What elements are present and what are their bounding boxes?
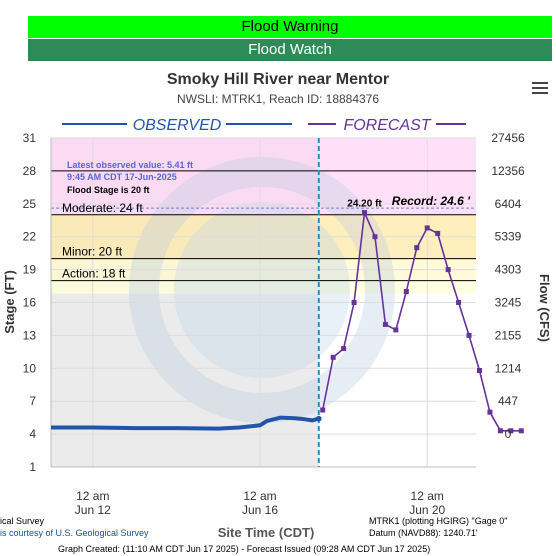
- action-flood-band: [51, 280, 476, 294]
- legend-forecast: FORECAST: [343, 117, 431, 134]
- latest-observed-value: Latest observed value: 5.41 ft: [67, 160, 193, 170]
- forecast-point: [518, 428, 524, 434]
- flow-tick-label: 12356: [491, 164, 525, 178]
- x-tick-label: Jun 12: [75, 503, 111, 517]
- crest-label: 24.20 ft: [347, 199, 382, 210]
- x-tick-label: Jun 16: [242, 503, 278, 517]
- forecast-point: [508, 428, 514, 434]
- forecast-point: [456, 300, 462, 305]
- y-tick-label: 16: [23, 296, 37, 310]
- forecast-point: [330, 354, 336, 360]
- watermark-disc: [174, 202, 350, 378]
- category-label-moderate: Moderate: 24 ft: [62, 201, 143, 215]
- forecast-point: [487, 409, 493, 415]
- y-tick-label: 7: [29, 394, 36, 408]
- major-flood-band: [51, 138, 476, 215]
- observed-latest-point: [316, 415, 322, 422]
- forecast-point: [341, 346, 347, 352]
- y-tick-label: 4: [29, 427, 36, 441]
- latest-observed-time: 9:45 AM CDT 17-Jun-2025: [67, 172, 177, 182]
- flow-tick-label: 3245: [495, 296, 522, 310]
- y-tick-label: 31: [23, 131, 37, 145]
- chart-subtitle: NWSLI: MTRK1, Reach ID: 18884376: [176, 92, 380, 106]
- footer-graph-created: Graph Created: (11:10 AM CDT Jun 17 2025…: [58, 544, 431, 554]
- forecast-series-line: [321, 211, 522, 432]
- forecast-point: [445, 267, 451, 273]
- forecast-point: [351, 300, 357, 305]
- watermark-ring: [129, 157, 395, 423]
- forecast-point: [382, 321, 388, 327]
- flood-stage-note: Flood Stage is 20 ft: [67, 185, 150, 195]
- y-tick-label: 19: [23, 263, 37, 277]
- footer-gage-datum: MTRK1 (plotting HGIRG) "Gage 0": [369, 516, 508, 526]
- flood-warning-banner: Flood Warning: [28, 16, 552, 38]
- forecast-point: [403, 289, 409, 295]
- forecast-point: [393, 327, 399, 333]
- noaa-watermark: [129, 157, 395, 423]
- forecast-point: [362, 210, 368, 216]
- hamburger-menu-icon[interactable]: [532, 82, 548, 94]
- x-axis-label: Site Time (CDT): [218, 525, 315, 540]
- y-tick-label: 1: [29, 460, 36, 474]
- right-axis-label: Flow (CFS): [537, 274, 552, 342]
- forecast-point: [424, 225, 430, 231]
- forecast-point: [372, 234, 378, 240]
- y-tick-label: 10: [23, 361, 37, 375]
- x-tick-label: 12 am: [76, 489, 109, 503]
- flow-tick-label: 4303: [495, 263, 522, 277]
- footer-credit-1: ical Survey: [0, 516, 45, 526]
- flow-tick-label: 6404: [495, 197, 522, 211]
- x-tick-label: Jun 20: [409, 503, 445, 517]
- flow-tick-label: 2155: [495, 328, 522, 342]
- category-label-minor: Minor: 20 ft: [62, 245, 123, 259]
- legend-observed: OBSERVED: [133, 117, 222, 134]
- x-tick-label: 12 am: [411, 489, 444, 503]
- flow-tick-label: 447: [498, 394, 518, 408]
- flow-tick-label: 0: [505, 427, 512, 441]
- forecast-point: [476, 367, 482, 373]
- footer-credit-2: is courtesy of U.S. Geological Survey: [0, 528, 149, 538]
- category-label-action: Action: 18 ft: [62, 267, 126, 281]
- footer-datum: Datum (NAVD88): 1240.71': [369, 528, 478, 538]
- forecast-point: [497, 428, 503, 434]
- flow-tick-label: 5339: [495, 230, 522, 244]
- chart-title: Smoky Hill River near Mentor: [166, 71, 390, 88]
- forecast-point: [466, 332, 472, 338]
- flood-watch-banner: Flood Watch: [28, 39, 552, 61]
- y-tick-label: 13: [23, 328, 37, 342]
- y-axis-label: Stage (FT): [2, 270, 17, 334]
- forecast-point: [435, 230, 441, 236]
- record-label: Record: 24.6 ': [392, 194, 471, 208]
- observed-series-line: [51, 415, 320, 431]
- forecast-point: [320, 407, 326, 413]
- flow-tick-label: 27456: [491, 131, 525, 145]
- x-tick-label: 12 am: [243, 489, 276, 503]
- y-tick-label: 28: [23, 164, 37, 178]
- flow-tick-label: 1214: [495, 361, 522, 375]
- y-tick-label: 25: [23, 197, 37, 211]
- y-tick-label: 22: [23, 230, 37, 244]
- forecast-point: [414, 245, 420, 251]
